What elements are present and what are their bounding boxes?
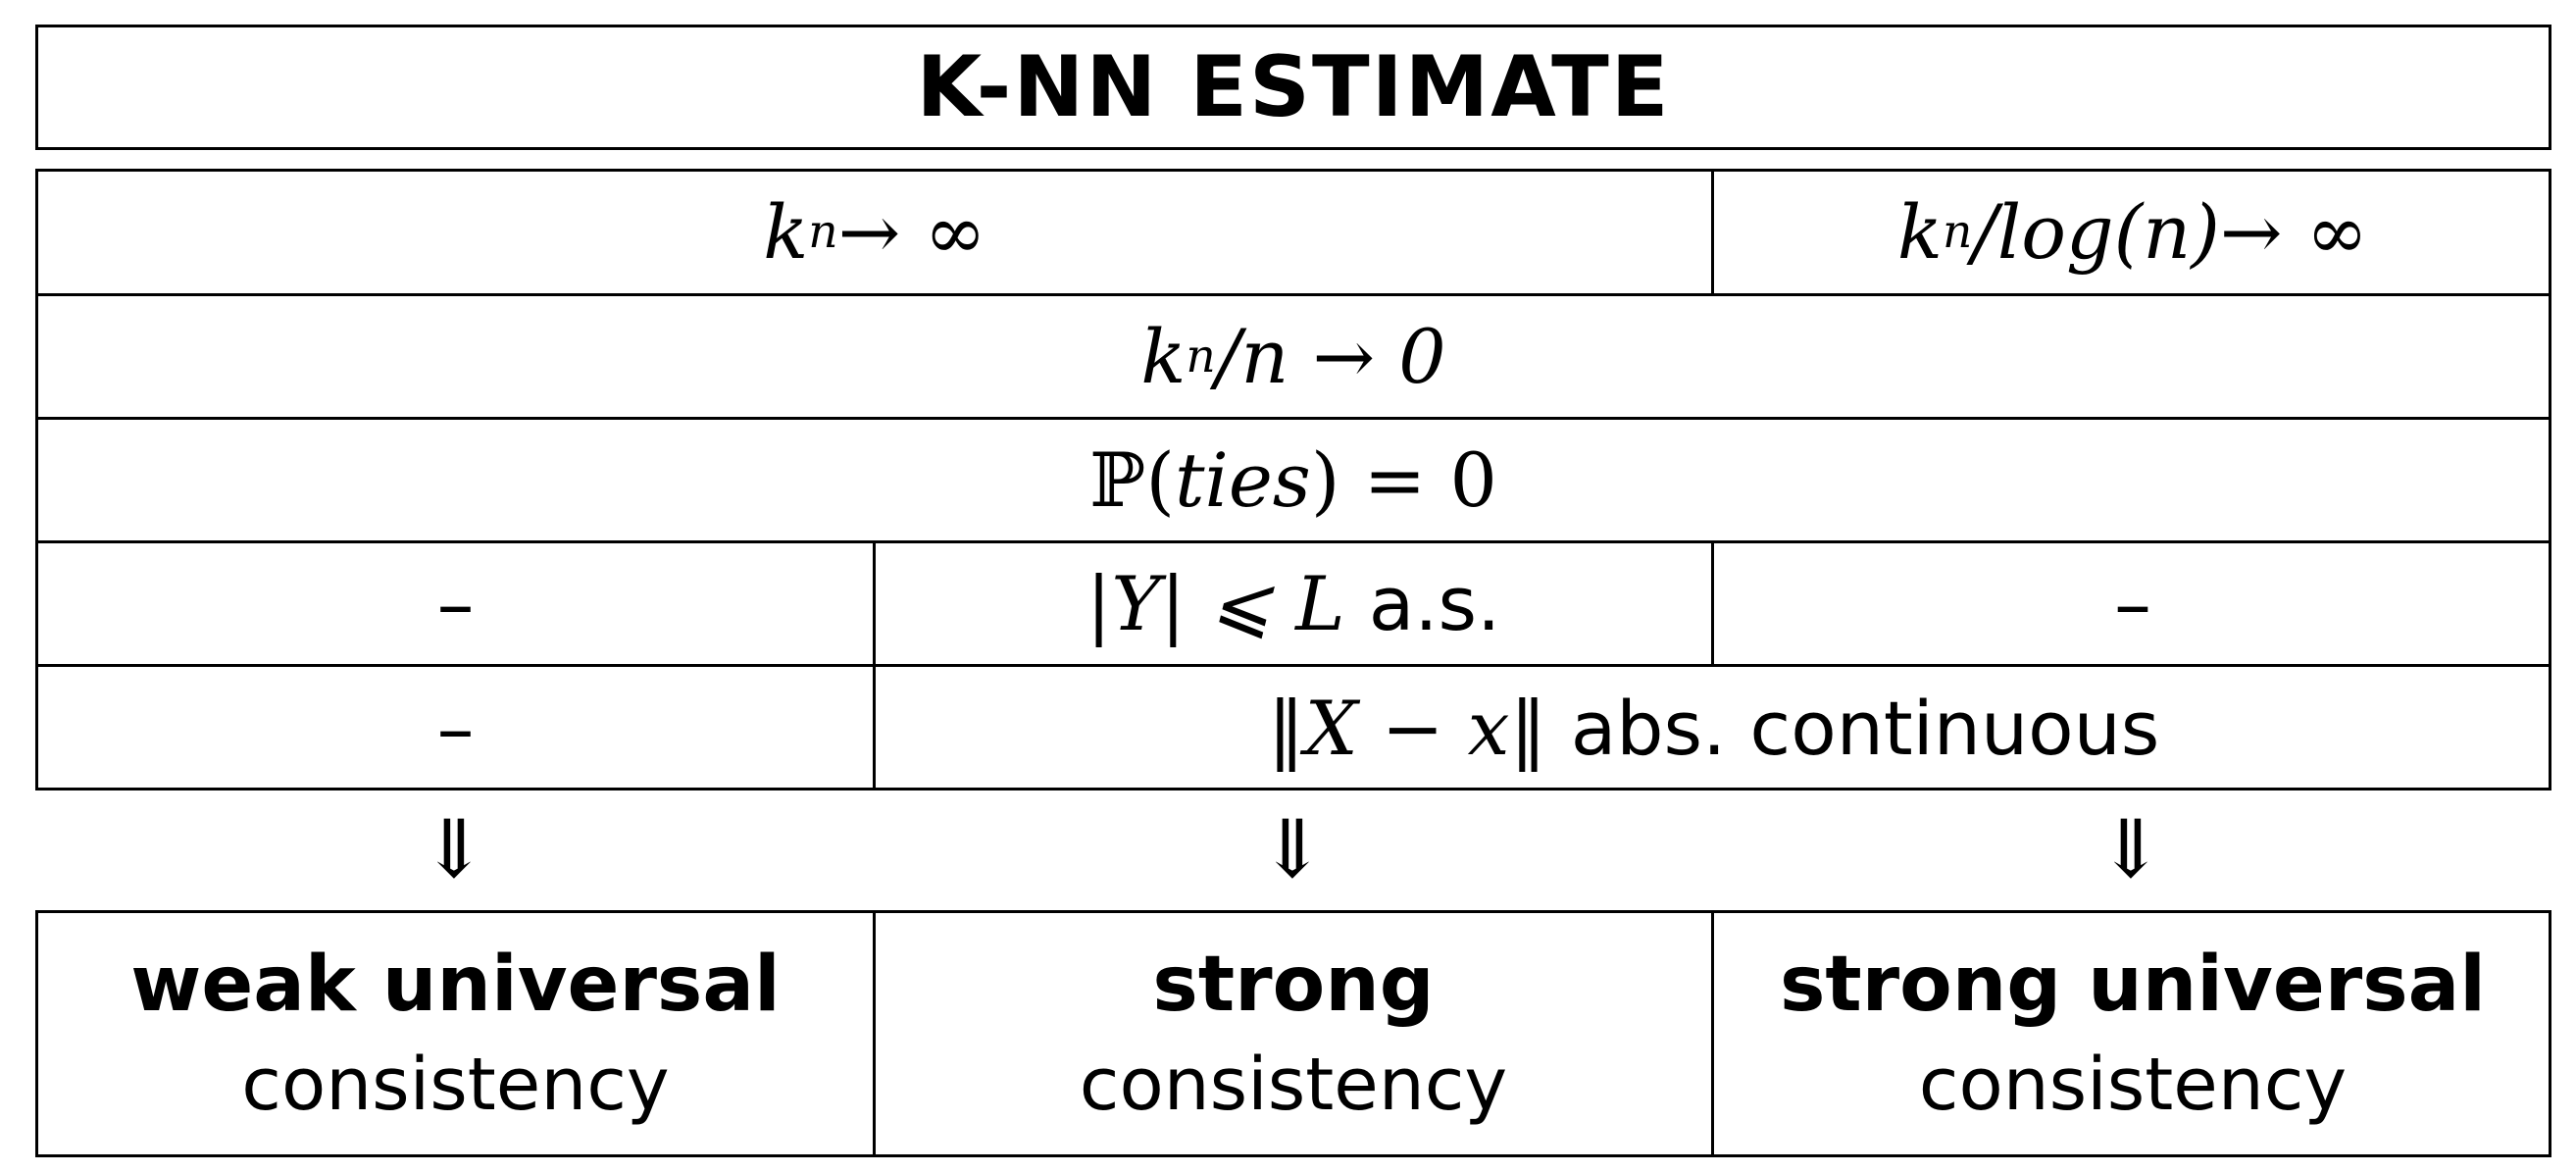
diagram-title: K-NN ESTIMATE	[916, 38, 1671, 136]
condition-kn-over-n: k n/n → 0	[1140, 312, 1446, 400]
column-divider	[1711, 540, 1714, 665]
column-divider	[873, 540, 876, 790]
title-box: K-NN ESTIMATE	[35, 25, 2551, 150]
result-strong: strong consistency	[1079, 941, 1508, 1127]
row-divider	[38, 664, 2549, 667]
condition-abs-continuous: ‖X − x‖ abs. continuous	[1267, 685, 2160, 772]
condition-no-ties: ℙ(ties) = 0	[1089, 435, 1497, 524]
condition-empty-right: –	[2114, 559, 2151, 647]
condition-empty-left-2: –	[436, 685, 475, 772]
column-divider	[1711, 172, 1714, 293]
implies-arrow-icon: ⇓	[1258, 803, 1327, 896]
implies-arrow-icon: ⇓	[2096, 803, 2165, 896]
column-divider	[1711, 913, 1714, 1154]
row-divider	[38, 293, 2549, 296]
condition-empty-left: –	[436, 559, 475, 647]
condition-bounded-y: |Y| ⩽ L a.s.	[1086, 559, 1501, 647]
result-strong-universal: strong universal consistency	[1779, 941, 2487, 1127]
result-weak-universal: weak universal consistency	[130, 941, 781, 1127]
results-table: weak universal consistency strong consis…	[35, 910, 2551, 1157]
row-divider	[38, 417, 2549, 420]
condition-kn-over-log-n: k n/log(n) → ∞	[1896, 188, 2369, 276]
row-divider	[38, 540, 2549, 543]
column-divider	[873, 913, 876, 1154]
implies-arrow-icon: ⇓	[420, 803, 488, 896]
